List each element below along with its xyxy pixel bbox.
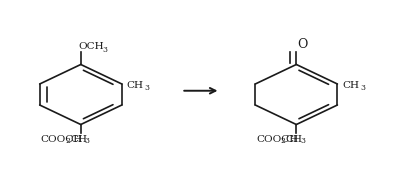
Text: CH: CH [127,81,144,90]
Text: OCH: OCH [79,42,104,51]
Text: 2: 2 [65,137,70,145]
Text: CH: CH [286,135,303,144]
Text: 3: 3 [85,137,90,145]
Text: 3: 3 [145,84,150,92]
Text: COOCH: COOCH [40,135,83,144]
Text: CH: CH [342,81,359,90]
Text: 3: 3 [300,137,305,145]
Text: 2: 2 [281,137,286,145]
Text: O: O [297,38,308,51]
Text: 3: 3 [103,46,108,54]
Text: 3: 3 [360,84,365,92]
Text: CH: CH [70,135,87,144]
Text: COOCH: COOCH [256,135,298,144]
